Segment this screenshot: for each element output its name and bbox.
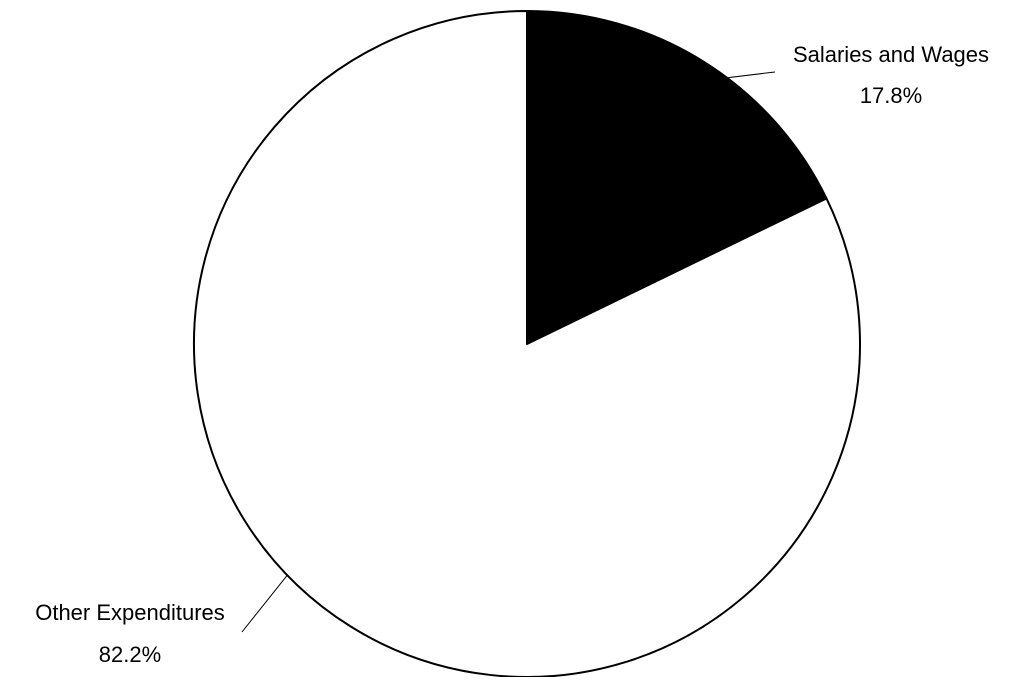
leader-line-salaries-and-wages	[690, 71, 776, 83]
slice-value-other-expenditures: 82.2%	[99, 642, 161, 667]
slice-value-salaries-and-wages: 17.8%	[860, 83, 922, 108]
slice-label-other-expenditures: Other Expenditures	[35, 600, 225, 625]
leader-line-other-expenditures	[241, 574, 288, 633]
pie-slice-other-expenditures	[193, 10, 861, 678]
labels-layer: Salaries and Wages 17.8% Other Expenditu…	[35, 42, 989, 667]
leader-lines-layer	[241, 71, 776, 633]
slices-layer	[193, 10, 861, 678]
pie-slice-salaries-and-wages	[526, 10, 828, 345]
slice-label-salaries-and-wages: Salaries and Wages	[793, 42, 989, 67]
